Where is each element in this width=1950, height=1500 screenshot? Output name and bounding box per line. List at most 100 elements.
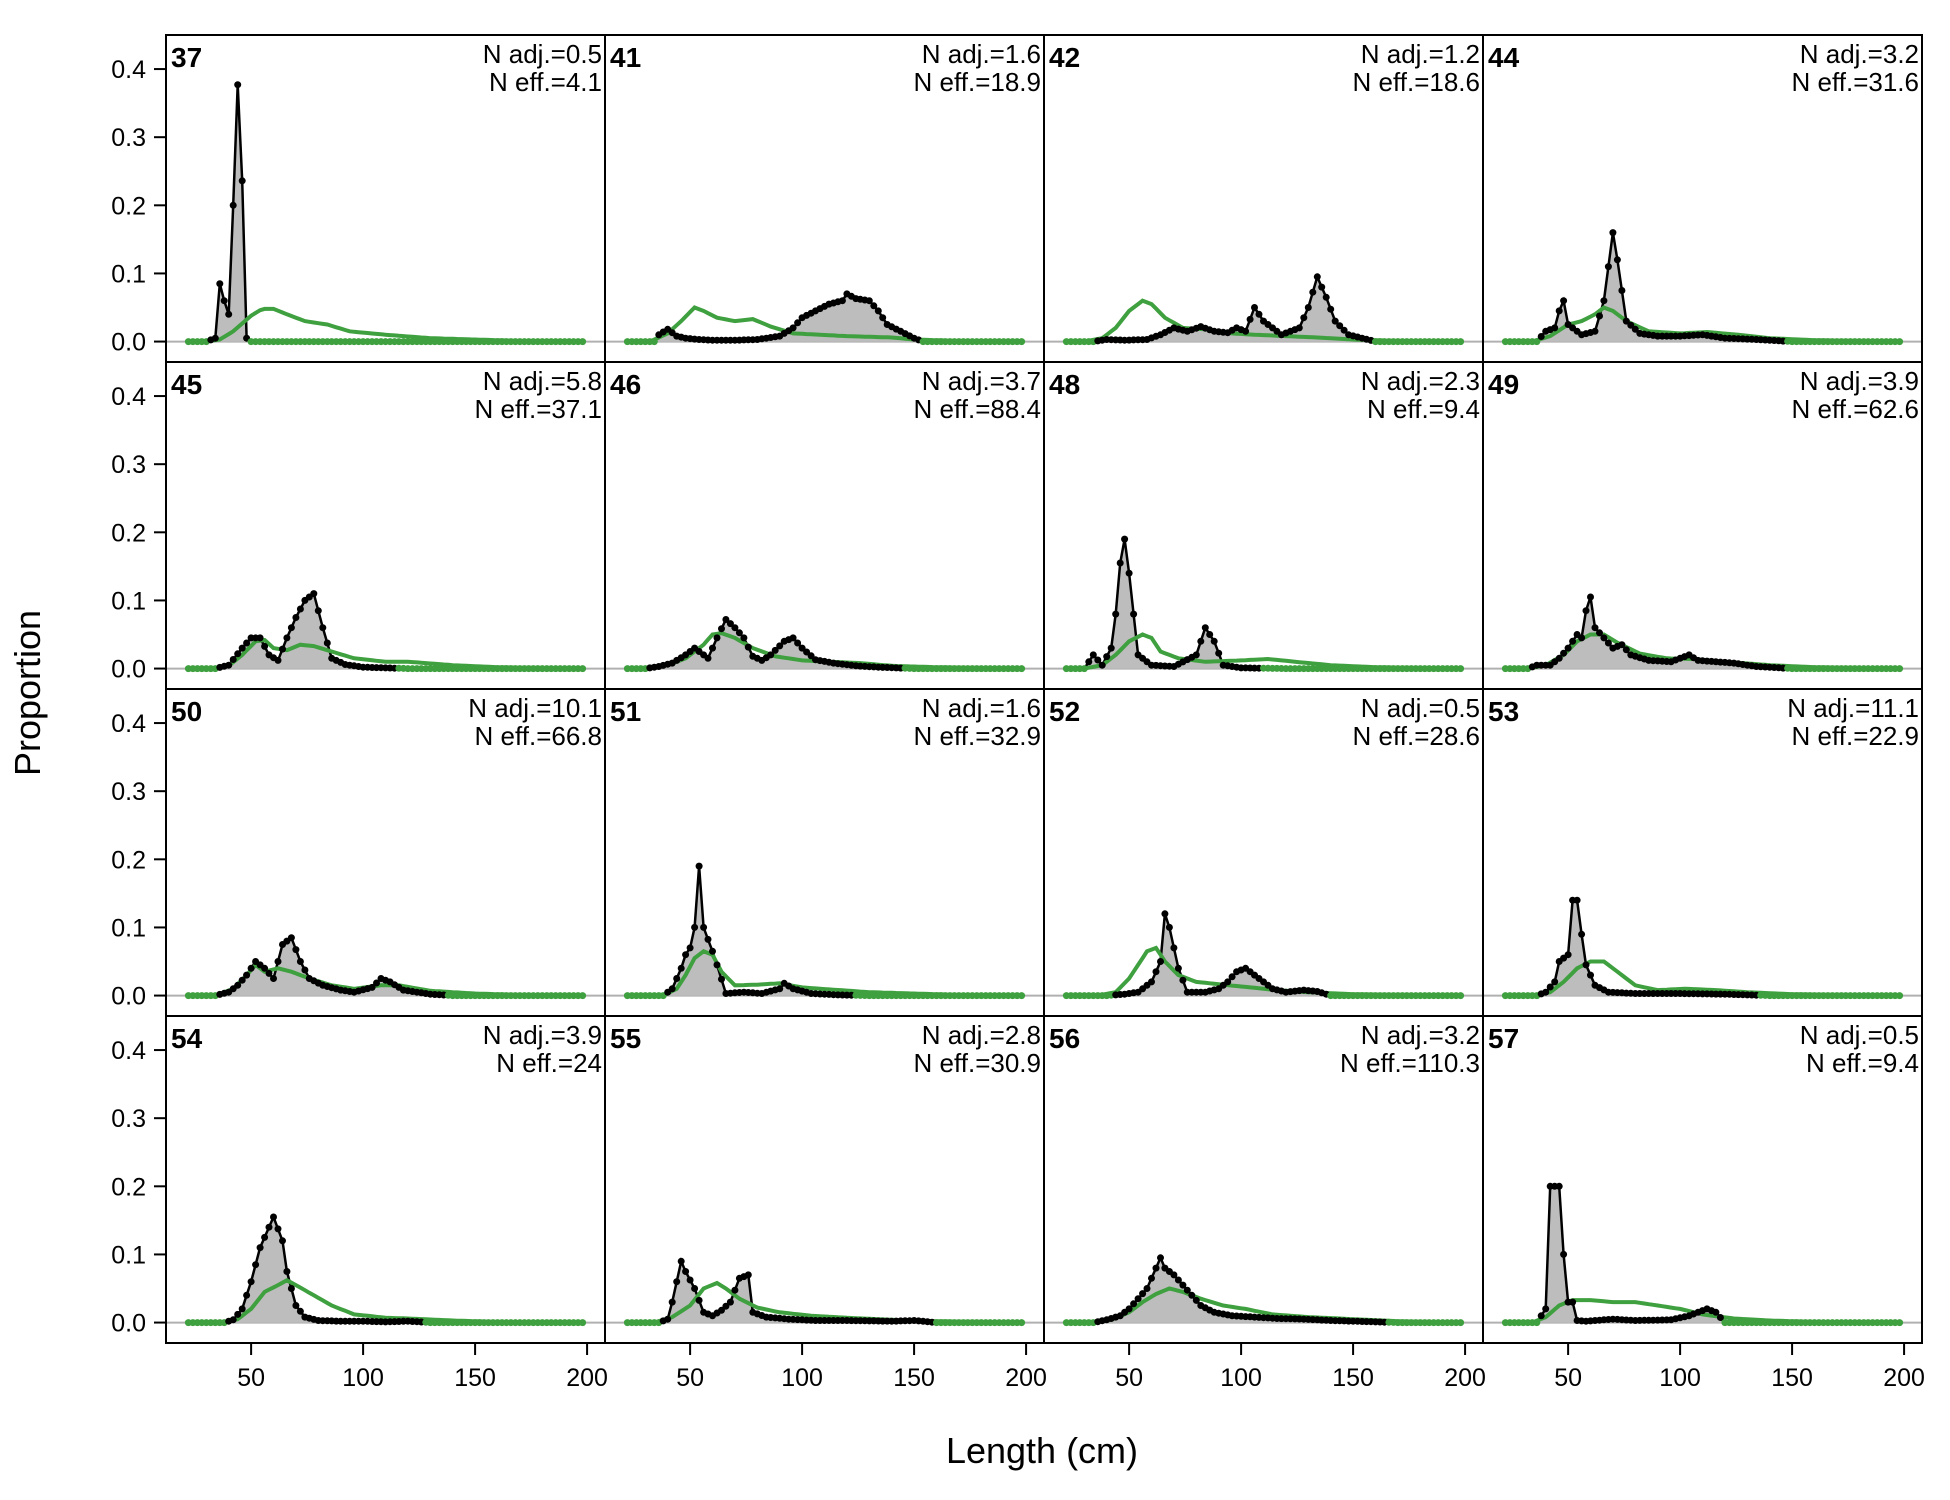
data-point [1304,304,1312,311]
panel-52: 52 N adj.=0.5N eff.=28.6 [1043,688,1484,1017]
n-adj-label: N adj.=2.3 [1361,366,1480,396]
data-point [274,1225,282,1233]
y-tick-label: 0.4 [111,1037,146,1065]
n-adj-label: N adj.=5.8 [483,366,602,396]
y-tick-label: 0.1 [111,587,146,615]
data-point [713,961,721,969]
x-tick-label: 100 [1659,1364,1701,1392]
x-tick-label: 150 [893,1364,935,1392]
x-tick-label: 150 [1332,1364,1374,1392]
n-adj-label: N adj.=3.9 [1800,366,1919,396]
n-adj-label: N adj.=11.1 [1787,693,1919,723]
data-point [1139,1290,1147,1298]
data-point [1143,1285,1151,1292]
data-point [1457,338,1465,346]
n-adj-label: N adj.=1.2 [1361,39,1480,69]
data-point [1157,958,1164,965]
data-point [1542,1305,1550,1313]
data-point [1125,1305,1133,1313]
data-point [1170,944,1178,952]
data-point [668,985,676,993]
y-tick-label: 0.2 [111,519,146,547]
data-point [1569,1298,1577,1306]
data-point [283,1268,291,1275]
data-point [1896,992,1904,1000]
data-point [1179,1281,1187,1289]
data-point [1197,637,1205,645]
panel-label: 56 [1049,1023,1080,1054]
data-point [1228,973,1236,981]
axes-layer: 0.0 0.1 0.2 0.3 0.4 0.0 0.1 0.2 0.3 0.4 0.0 0.1 0.2 0… [111,34,1925,1392]
n-eff-label: N eff.=28.6 [1353,721,1480,751]
data-point [874,307,882,315]
data-point [677,964,685,972]
data-point [744,1271,752,1279]
data-point [579,338,587,346]
data-point [1627,321,1635,329]
data-point [1098,661,1106,669]
data-point [1604,639,1612,647]
data-point [292,946,300,954]
x-tick-label: 50 [676,1364,704,1392]
data-point [686,944,694,952]
n-adj-label: N adj.=3.7 [922,366,1041,396]
data-point [243,971,251,979]
data-point [771,646,779,654]
data-point [1622,317,1630,325]
data-point [1148,978,1155,986]
data-point [1609,229,1617,237]
y-tick-label: 0.2 [111,1173,146,1201]
data-point [700,923,708,931]
n-eff-label: N eff.=32.9 [914,721,1041,751]
data-point [1533,1319,1541,1327]
data-point [1613,256,1621,264]
y-tick-label: 0.0 [111,1310,146,1338]
data-point [709,947,716,955]
data-point [1336,322,1344,330]
observed-area [1066,913,1461,996]
observed-area [1505,597,1900,669]
data-point [794,319,802,327]
data-point [287,934,295,942]
data-point [296,1307,304,1315]
x-tick-label: 150 [454,1364,496,1392]
data-point [1300,314,1308,322]
data-point [1569,637,1577,645]
data-point [1896,665,1904,673]
n-eff-label: N eff.=37.1 [475,394,602,424]
x-tick-label: 100 [342,1364,384,1392]
data-point [261,1233,269,1241]
data-point [726,1298,734,1306]
x-tick-label: 100 [1220,1364,1262,1392]
data-point [1546,983,1554,991]
data-point [1116,559,1124,567]
data-point [1313,273,1321,281]
panel-label: 45 [171,369,202,400]
data-point [368,983,376,991]
data-point [691,923,699,931]
panel-label: 53 [1488,696,1519,727]
data-point [722,1302,730,1310]
data-point [279,1237,286,1245]
data-point [673,975,681,982]
data-point [1152,968,1160,976]
data-point [1591,327,1599,335]
data-point [1157,1254,1164,1262]
data-point [247,964,255,972]
data-point [283,634,291,642]
data-point [1094,656,1102,664]
n-eff-label: N eff.=31.6 [1792,67,1919,97]
data-point [1604,263,1612,271]
data-point [1089,651,1097,659]
panel-label: 52 [1049,696,1080,727]
data-point [1578,634,1586,642]
data-point [1174,964,1182,972]
data-point [1165,923,1173,931]
data-point [1618,287,1626,294]
data-point [1215,649,1223,657]
data-point [234,981,242,989]
data-point [1896,1319,1904,1327]
x-tick-label: 50 [1554,1364,1582,1392]
data-point [1600,634,1608,642]
